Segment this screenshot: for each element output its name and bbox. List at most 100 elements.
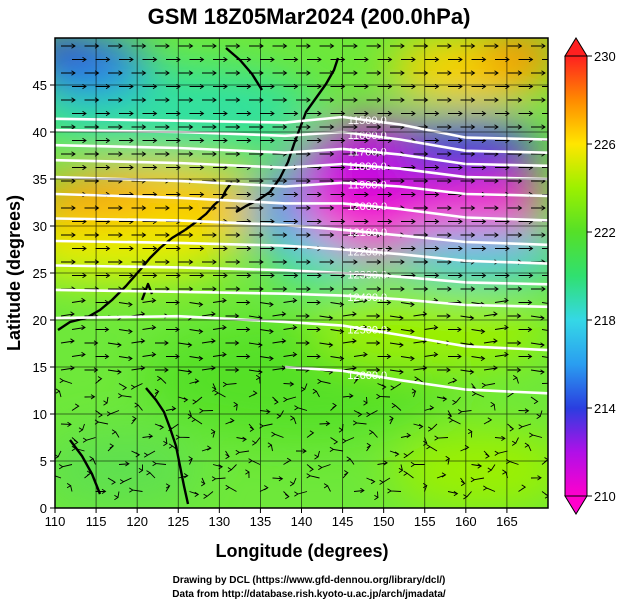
- wind-arrow: [189, 301, 204, 308]
- wind-arrow: [531, 124, 546, 130]
- wind-arrow: [366, 286, 382, 292]
- wind-arrow: [353, 297, 368, 304]
- wind-arrow: [189, 137, 205, 144]
- wind-arrow: [108, 259, 123, 265]
- wind-arrow: [494, 450, 508, 456]
- wind-arrow: [531, 205, 546, 211]
- wind-arrow: [319, 232, 335, 238]
- wind-arrow: [484, 178, 499, 184]
- wind-arrow: [413, 286, 429, 292]
- wind-arrow: [507, 340, 522, 346]
- wind-arrow: [166, 245, 181, 252]
- wind-arrow: [330, 218, 346, 225]
- credit-line-1: Drawing by DCL (https://www.gfd-dennou.o…: [173, 575, 446, 586]
- wind-arrow: [296, 313, 310, 319]
- wind-arrow: [227, 464, 237, 473]
- wind-arrow: [131, 365, 146, 371]
- wind-arrow: [448, 218, 463, 225]
- wind-arrow: [507, 205, 523, 211]
- wind-arrow: [66, 483, 73, 492]
- wind-arrow: [389, 315, 404, 321]
- wind-arrow: [189, 328, 204, 335]
- wind-arrow: [201, 311, 216, 317]
- wind-arrow: [225, 367, 240, 373]
- wind-arrow: [248, 369, 263, 375]
- wind-arrow: [448, 272, 463, 279]
- wind-arrow: [72, 164, 87, 171]
- wind-arrow: [366, 43, 382, 49]
- wind-arrow: [154, 423, 165, 430]
- wind-arrow: [202, 259, 217, 265]
- wind-arrow: [296, 259, 311, 265]
- wind-arrow: [507, 286, 523, 292]
- wind-arrow: [542, 167, 548, 168]
- wind-arrow: [202, 151, 217, 157]
- wind-arrow: [542, 194, 548, 195]
- wind-arrow: [494, 324, 509, 331]
- wind-arrow: [354, 218, 369, 225]
- wind-arrow: [390, 70, 405, 76]
- wind-arrow: [233, 401, 239, 411]
- wind-arrow: [55, 450, 62, 460]
- wind-arrow: [424, 56, 440, 63]
- wind-arrow: [283, 381, 295, 387]
- wind-arrow: [448, 137, 463, 144]
- x-tick-label: 155: [414, 514, 436, 529]
- wind-arrow: [366, 340, 381, 346]
- wind-arrow: [424, 324, 439, 331]
- wind-arrow: [530, 315, 545, 321]
- wind-arrow: [114, 491, 120, 501]
- wind-arrow: [272, 70, 288, 76]
- wind-arrow: [487, 464, 496, 473]
- wind-arrow: [142, 433, 154, 439]
- wind-arrow: [529, 432, 543, 438]
- wind-arrow: [307, 326, 321, 333]
- wind-arrow: [366, 477, 376, 485]
- wind-arrow: [225, 418, 235, 425]
- wind-arrow: [354, 110, 369, 117]
- wind-arrow: [276, 410, 284, 419]
- wind-arrow: [131, 151, 147, 157]
- x-tick-label: 135: [250, 514, 272, 529]
- wind-arrow: [424, 351, 439, 358]
- height-contour-label: 12100.0: [347, 227, 387, 239]
- wind-arrow: [390, 259, 405, 265]
- wind-arrow: [460, 315, 475, 321]
- wind-arrow: [307, 191, 322, 198]
- y-tick-label: 35: [33, 172, 47, 187]
- colorbar-tick-label: 230: [594, 49, 616, 64]
- wind-arrow: [130, 383, 143, 390]
- wind-arrow: [260, 137, 275, 144]
- wind-arrow: [413, 365, 428, 371]
- colorbar-tick-label: 210: [594, 489, 616, 504]
- wind-arrow: [390, 97, 405, 103]
- japan-islands: [235, 57, 340, 214]
- wind-arrow: [163, 437, 168, 447]
- wind-arrow: [72, 137, 87, 144]
- wind-arrow: [201, 365, 216, 371]
- wind-arrow: [211, 476, 226, 482]
- wind-arrow: [377, 218, 393, 225]
- wind-arrow: [119, 272, 134, 279]
- wind-arrow: [437, 205, 452, 211]
- wind-arrow: [272, 97, 288, 103]
- wind-arrow: [95, 488, 107, 494]
- wind-arrow: [471, 110, 487, 117]
- x-axis: 110 115 120 125 130 135 140 145 150 155 160 165: [45, 508, 518, 529]
- wind-arrow: [178, 286, 194, 292]
- wind-arrow: [541, 356, 548, 358]
- wind-arrow: [460, 151, 476, 157]
- wind-arrow: [401, 56, 416, 63]
- wind-arrow: [296, 70, 311, 76]
- wind-arrow: [457, 409, 472, 415]
- wind-arrow: [343, 205, 358, 211]
- wind-arrow: [330, 301, 345, 308]
- wind-arrow: [283, 110, 299, 117]
- wind-arrow: [166, 56, 181, 63]
- wind-arrow: [108, 97, 123, 103]
- wind-arrow: [507, 313, 522, 319]
- wind-arrow: [142, 164, 158, 171]
- colorbar-tick-label: 214: [594, 401, 616, 416]
- wind-arrow: [61, 259, 76, 265]
